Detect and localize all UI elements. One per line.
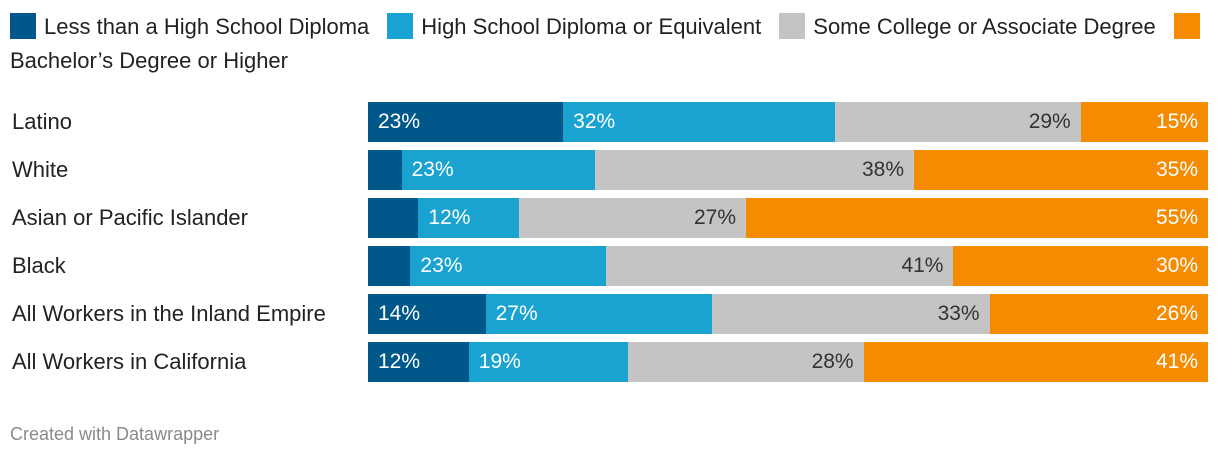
- bar-segment: [368, 150, 402, 190]
- legend-item: Less than a High School Diploma: [10, 13, 370, 39]
- bar-segment: [712, 294, 990, 334]
- bar-segment: [563, 102, 835, 142]
- legend-label: Bachelor’s Degree or Higher: [10, 48, 288, 73]
- bar-track: 23% 38% 35%: [368, 150, 1208, 190]
- category-label: Asian or Pacific Islander: [12, 205, 248, 230]
- bar-segment: [989, 294, 1208, 334]
- data-label: 29%: [1028, 110, 1071, 133]
- stacked-bar-chart: Latino 23% 32% 29% 15% White 23% 38% 35% Asian or…: [0, 102, 1220, 392]
- chart-row: All Workers in California 12% 19% 28% 41%: [0, 342, 1220, 382]
- data-label: 35%: [1155, 158, 1198, 181]
- bar-segment: [914, 150, 1208, 190]
- bar-segment: [834, 102, 1081, 142]
- data-label: 12%: [428, 206, 471, 229]
- bar-segment: [368, 342, 469, 382]
- chart-row: Black 23% 41% 30%: [0, 246, 1220, 286]
- legend-swatch: [779, 13, 806, 39]
- legend-item: Some College or Associate Degree: [779, 13, 1156, 39]
- bar-segment: [605, 246, 954, 286]
- data-label: 33%: [937, 302, 980, 325]
- legend-swatch: [10, 13, 36, 39]
- data-label: 12%: [378, 350, 421, 373]
- category-label: White: [12, 157, 69, 182]
- bar-segment: [410, 246, 606, 286]
- bar-segment: [746, 198, 1208, 238]
- bar-segment: [368, 102, 564, 142]
- legend-label: Less than a High School Diploma: [44, 14, 370, 39]
- data-label: 32%: [573, 110, 616, 133]
- category-label: All Workers in California: [12, 349, 247, 374]
- bar-segment: [368, 198, 419, 238]
- data-label: 23%: [411, 158, 454, 181]
- data-label: 27%: [495, 302, 538, 325]
- data-label: 23%: [420, 254, 463, 277]
- data-label: 41%: [1155, 350, 1198, 373]
- chart-row: White 23% 38% 35%: [0, 150, 1220, 190]
- bar-track: 12% 27% 55%: [368, 198, 1208, 238]
- category-label: Latino: [12, 109, 72, 134]
- bar-segment: [863, 342, 1208, 382]
- bar-track: 23% 32% 29% 15%: [368, 102, 1208, 142]
- legend: Less than a High School Diploma High Scho…: [10, 10, 1210, 78]
- legend-label: High School Diploma or Equivalent: [421, 14, 762, 39]
- legend-swatch: [387, 13, 414, 39]
- data-label: 15%: [1155, 110, 1198, 133]
- chart-row: Asian or Pacific Islander 12% 27% 55%: [0, 198, 1220, 238]
- data-label: 19%: [478, 350, 521, 373]
- category-label: Black: [12, 253, 66, 278]
- data-label: 27%: [693, 206, 736, 229]
- legend-swatch: [1173, 13, 1200, 39]
- bar-segment: [368, 246, 411, 286]
- bar-segment: [594, 150, 914, 190]
- bar-segment: [519, 198, 746, 238]
- chart-row: All Workers in the Inland Empire 14% 27% 33…: [0, 294, 1220, 334]
- legend-item: High School Diploma or Equivalent: [387, 13, 762, 39]
- bar-segment: [953, 246, 1208, 286]
- data-label: 14%: [378, 302, 421, 325]
- chart-row: Latino 23% 32% 29% 15%: [0, 102, 1220, 142]
- legend-label: Some College or Associate Degree: [813, 14, 1156, 39]
- legend-item: Bachelor’s Degree or Higher: [10, 13, 1208, 73]
- data-label: 41%: [901, 254, 944, 277]
- datawrapper-credit: Created with Datawrapper: [10, 424, 220, 444]
- bar-segment: [368, 294, 486, 334]
- data-label: 28%: [811, 350, 854, 373]
- bar-segment: [485, 294, 713, 334]
- bar-track: 14% 27% 33% 26%: [368, 294, 1208, 334]
- bar-segment: [468, 342, 629, 382]
- data-label: 38%: [861, 158, 904, 181]
- data-label: 55%: [1155, 206, 1198, 229]
- data-label: 26%: [1155, 302, 1198, 325]
- bar-segment: [628, 342, 864, 382]
- bar-segment: [401, 150, 595, 190]
- data-label: 23%: [378, 110, 421, 133]
- category-label: All Workers in the Inland Empire: [12, 301, 326, 326]
- bar-track: 12% 19% 28% 41%: [368, 342, 1208, 382]
- data-label: 30%: [1155, 254, 1198, 277]
- bar-segment: [418, 198, 520, 238]
- bar-track: 23% 41% 30%: [368, 246, 1208, 286]
- bar-segment: [1080, 102, 1208, 142]
